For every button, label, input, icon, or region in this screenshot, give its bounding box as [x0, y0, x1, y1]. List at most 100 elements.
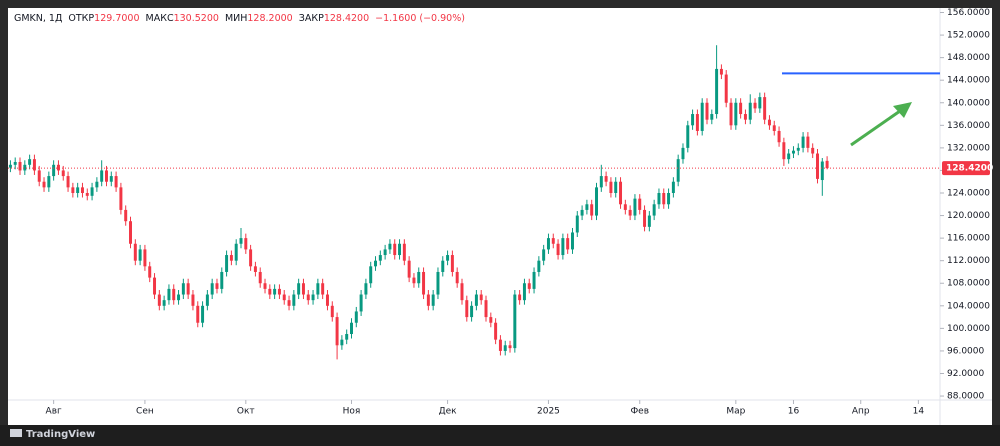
logo[interactable]: TradingView: [10, 429, 95, 440]
arrow-shaft: [850, 109, 901, 147]
candle-body: [407, 260, 411, 278]
arrow: [850, 102, 912, 147]
candle-body: [162, 300, 166, 306]
legend: GMKN, 1Д ОТКР129.7000 МАКС130.5200 МИН128.2…: [14, 13, 465, 24]
candle-body: [782, 142, 786, 160]
legend-label: МАКС: [146, 13, 174, 24]
candle-body: [369, 266, 373, 284]
candle-body: [570, 232, 574, 250]
candle-body: [777, 130, 781, 143]
candle-body: [643, 209, 647, 227]
candle-body: [354, 311, 358, 323]
candle-body: [273, 288, 277, 295]
candle-body: [350, 322, 353, 335]
candle-body: [215, 283, 219, 289]
candle-body: [90, 187, 94, 196]
candle-body: [494, 322, 498, 340]
candle-body: [8, 164, 12, 168]
candle-body: [100, 170, 104, 182]
candle-body: [609, 181, 613, 194]
y-tick-label: 140.0000: [947, 98, 990, 108]
candle-body: [359, 294, 363, 312]
candle-body: [787, 153, 791, 160]
candle-body: [205, 294, 209, 306]
y-tick-label: 144.0000: [947, 76, 990, 86]
candle-body: [450, 255, 454, 272]
candle-body: [52, 164, 56, 177]
candle-body: [104, 170, 108, 182]
candle-body: [575, 215, 579, 233]
candle-body: [311, 294, 315, 301]
candle-body: [210, 283, 214, 295]
candle-body: [561, 238, 565, 256]
candle-body: [268, 288, 272, 295]
legend-value: 130.5200: [174, 13, 219, 24]
candle-body: [191, 294, 195, 306]
x-tick-label: Мар: [726, 407, 745, 417]
last-price-box: [942, 161, 990, 176]
candle-body: [590, 204, 594, 216]
x-tick-label: Окт: [237, 407, 255, 417]
candle-body: [489, 317, 493, 323]
candle-body: [695, 114, 699, 131]
candle-body: [820, 161, 824, 181]
candle-body: [739, 102, 743, 115]
candle-body: [143, 249, 147, 267]
legend-value: 129.7000: [94, 13, 139, 24]
candle-body: [628, 209, 632, 216]
candle-body: [614, 181, 618, 194]
candle-body: [753, 102, 757, 109]
candle-body: [652, 204, 656, 216]
y-tick-label: 132.0000: [947, 143, 990, 153]
legend-label: ЗАКР: [299, 13, 324, 24]
candle-body: [138, 249, 142, 261]
candle-body: [287, 300, 291, 306]
legend-label: МИН: [225, 13, 247, 24]
legend-value: 128.2000: [247, 13, 292, 24]
candle-body: [686, 125, 690, 148]
candle-body: [186, 283, 190, 295]
candle-body: [402, 243, 406, 261]
candle-body: [18, 161, 22, 171]
candle-body: [157, 294, 161, 306]
symbol: GMKN, 1Д: [14, 13, 62, 24]
candle-body: [474, 294, 478, 306]
candle-body: [537, 260, 541, 272]
candle-body: [32, 159, 36, 171]
x-tick-label: Сен: [136, 407, 154, 417]
candle-body: [638, 198, 642, 210]
candle-body: [460, 283, 464, 301]
brand: TradingView: [26, 429, 95, 440]
candle-body: [585, 204, 589, 210]
candle-body: [619, 181, 623, 205]
candle-body: [412, 277, 416, 284]
candle-body: [13, 161, 17, 165]
candle-body: [37, 170, 41, 182]
candle-body: [330, 305, 334, 318]
candle-body: [681, 147, 685, 160]
candle-body: [657, 193, 661, 205]
candle-body: [470, 305, 474, 318]
candle-body: [662, 193, 666, 205]
y-tick-label: 124.0000: [947, 189, 990, 199]
candle-body: [177, 294, 181, 301]
candle-body: [465, 300, 469, 318]
candle-body: [518, 294, 522, 301]
candle-body: [114, 176, 118, 188]
candle-body: [801, 136, 805, 148]
candle-body: [263, 283, 267, 289]
candle-body: [566, 238, 570, 250]
candle-body: [758, 97, 762, 109]
candle-body: [297, 283, 301, 295]
candle-body: [282, 294, 286, 301]
candle-body: [234, 243, 238, 261]
candle-body: [426, 294, 430, 306]
logo-icon: [10, 429, 22, 437]
x-tick-label: 16: [788, 407, 800, 417]
candles: [8, 45, 829, 360]
candle-body: [229, 255, 233, 261]
candle-body: [446, 255, 450, 261]
candle-body: [676, 159, 680, 182]
candle-body: [172, 288, 176, 301]
candle-body: [124, 209, 128, 222]
